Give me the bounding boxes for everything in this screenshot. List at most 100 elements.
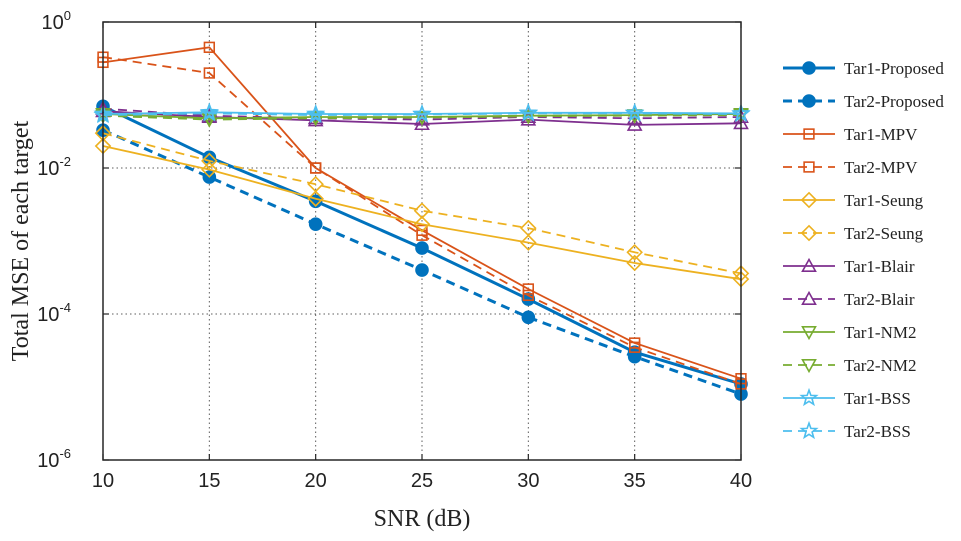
data-point: [414, 115, 430, 131]
data-point: [201, 152, 218, 170]
data-point: [626, 244, 643, 261]
legend-item: Tar1-Blair: [783, 257, 915, 276]
series-line: [102, 145, 742, 281]
legend-item: Tar2-MPV: [783, 158, 918, 177]
series-line: [102, 132, 742, 275]
data-point: [201, 113, 218, 128]
data-point: [518, 103, 539, 122]
series-tar1-seung: [94, 137, 750, 288]
data-point: [199, 103, 220, 122]
data-point: [800, 224, 818, 242]
series-layer: [93, 41, 751, 401]
legend-item: Tar2-Seung: [783, 224, 924, 243]
legend-item: Tar1-NM2: [783, 323, 916, 342]
data-point: [801, 358, 817, 374]
y-tick-exponent: -2: [59, 154, 71, 169]
data-point: [802, 94, 816, 108]
series-line: [102, 112, 742, 117]
legend-label: Tar1-MPV: [844, 125, 918, 144]
y-tick-base: 10: [42, 12, 64, 34]
x-tick-label: 15: [198, 470, 220, 492]
legend-label: Tar2-NM2: [844, 356, 916, 375]
data-point: [799, 420, 819, 440]
legend-item: Tar2-BSS: [783, 420, 911, 441]
data-point: [199, 102, 219, 121]
data-point: [413, 215, 431, 233]
data-point: [307, 190, 324, 207]
x-tick-label: 30: [517, 470, 539, 492]
data-point: [521, 292, 536, 306]
y-tick-base: 10: [37, 304, 59, 326]
data-point: [799, 387, 819, 407]
data-point: [203, 67, 216, 79]
legend-label: Tar1-Seung: [844, 191, 924, 210]
legend-item: Tar2-Blair: [783, 290, 915, 309]
data-point: [306, 103, 326, 123]
legend-item: Tar1-Proposed: [783, 59, 944, 78]
data-point: [801, 325, 817, 341]
legend: Tar1-Proposed Tar2-Proposed Tar1-MPV Tar2-M…: [783, 59, 944, 441]
y-tick-label: 10-2: [37, 154, 71, 180]
y-tick-label: 10-4: [37, 300, 71, 326]
data-point: [626, 254, 643, 272]
y-tick-exponent: -6: [59, 446, 71, 461]
legend-item: Tar2-NM2: [783, 356, 916, 375]
y-tick-label: 10-6: [37, 446, 71, 472]
plot-area: [103, 22, 741, 460]
y-tick-label: 100: [42, 8, 71, 34]
x-axis-label: SNR (dB): [374, 506, 471, 532]
data-point: [801, 257, 817, 273]
legend-label: Tar1-BSS: [844, 389, 911, 408]
data-point: [413, 202, 431, 219]
y-tick-base: 10: [37, 450, 59, 472]
data-point: [308, 217, 323, 231]
plot-background: [103, 22, 741, 460]
data-point: [520, 234, 537, 251]
legend-label: Tar2-Seung: [844, 224, 924, 243]
legend-item: Tar1-BSS: [783, 387, 911, 408]
legend-item: Tar1-MPV: [783, 125, 918, 144]
data-point: [522, 283, 535, 295]
data-point: [203, 41, 216, 53]
data-point: [522, 289, 535, 302]
x-tick-label: 10: [92, 470, 114, 492]
data-point: [305, 104, 326, 124]
series-line: [102, 56, 742, 385]
legend-label: Tar2-Blair: [844, 290, 915, 309]
data-point: [800, 191, 818, 209]
data-point: [309, 162, 322, 174]
y-tick-base: 10: [37, 158, 59, 180]
data-point: [627, 349, 642, 364]
data-point: [624, 103, 645, 122]
data-point: [520, 219, 537, 237]
legend-item: Tar1-Seung: [783, 191, 924, 210]
axes: [102, 21, 742, 461]
x-tick-label: 35: [624, 470, 646, 492]
data-point: [521, 310, 536, 325]
legend-label: Tar1-Proposed: [844, 59, 944, 78]
data-point: [628, 341, 641, 353]
data-point: [201, 161, 218, 178]
legend-label: Tar2-MPV: [844, 158, 918, 177]
legend-label: Tar1-Blair: [844, 257, 915, 276]
legend-label: Tar2-BSS: [844, 422, 911, 441]
x-tick-label: 25: [411, 470, 433, 492]
y-tick-exponent: -4: [59, 300, 71, 315]
y-tick-exponent: 0: [64, 8, 71, 23]
data-point: [415, 241, 429, 255]
data-point: [803, 161, 815, 173]
x-tick-label: 20: [305, 470, 327, 492]
data-point: [415, 263, 429, 277]
data-point: [801, 290, 817, 306]
data-point: [412, 104, 432, 123]
data-point: [307, 175, 324, 193]
data-point: [802, 61, 816, 75]
data-point: [803, 128, 815, 140]
grid: [103, 22, 741, 460]
legend-item: Tar2-Proposed: [783, 92, 944, 111]
legend-label: Tar2-Proposed: [844, 92, 944, 111]
legend-label: Tar1-NM2: [844, 323, 916, 342]
x-tick-label: 40: [730, 470, 752, 492]
